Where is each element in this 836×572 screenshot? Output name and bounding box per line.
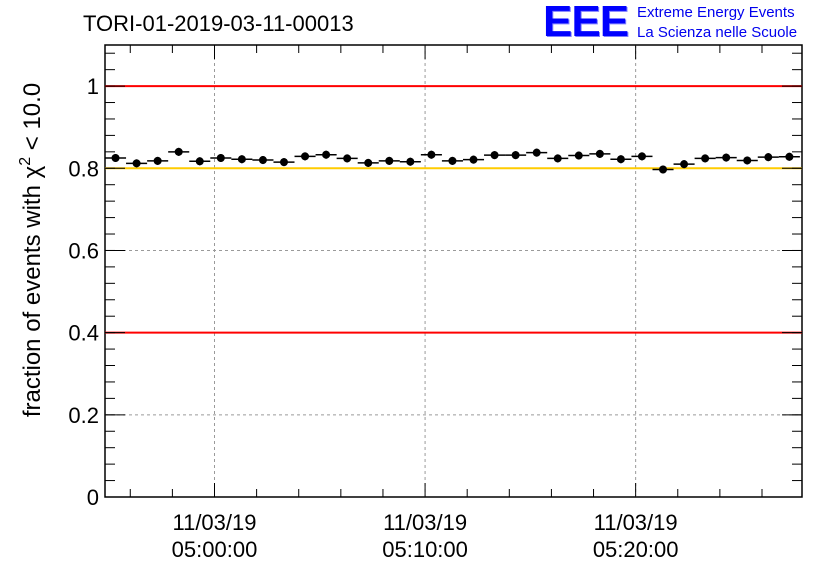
data-point	[511, 151, 520, 160]
eee-logo-mark: EEE	[543, 0, 629, 46]
y-axis-label-suffix: < 10.0	[19, 83, 46, 157]
data-point	[490, 151, 499, 160]
data-point	[764, 153, 773, 162]
grid	[105, 45, 802, 497]
data-point	[701, 154, 710, 163]
data-point	[174, 147, 183, 156]
x-tick-date: 11/03/19	[172, 510, 256, 535]
logo-line-1: Extreme Energy Events	[637, 4, 795, 21]
data-point	[153, 156, 162, 165]
data-point	[132, 159, 141, 168]
logo-line-2: La Scienza nelle Scuole	[637, 24, 798, 41]
chart-title: TORI-01-2019-03-11-00013	[83, 11, 354, 36]
y-tick-label: 0.8	[68, 156, 99, 181]
plot-frame	[104, 44, 803, 498]
data-point	[385, 156, 394, 165]
axis-ticks: 00.20.40.60.8111/03/1905:00:0011/03/1905…	[68, 45, 802, 562]
x-tick-date: 11/03/19	[383, 510, 467, 535]
data-point	[574, 151, 583, 160]
y-axis-label-symbol: χ	[19, 165, 46, 178]
data-point	[279, 158, 288, 167]
data-point	[322, 150, 331, 159]
x-tick-date: 11/03/19	[594, 510, 678, 535]
reference-lines	[105, 85, 802, 334]
data-point	[743, 156, 752, 165]
x-tick-time: 05:00:00	[172, 537, 258, 562]
data-point	[659, 165, 668, 174]
data-point	[637, 152, 646, 161]
y-tick-label: 0.4	[68, 321, 99, 346]
data-point	[469, 155, 478, 164]
data-point	[343, 154, 352, 163]
data-point	[427, 150, 436, 159]
y-axis-label: fraction of events with χ2 < 10.0	[17, 83, 46, 417]
data-point	[406, 157, 415, 166]
y-tick-label: 1	[87, 74, 99, 99]
data-point	[301, 152, 310, 161]
data-point	[532, 148, 541, 157]
data-point	[216, 154, 225, 162]
data-point	[680, 160, 689, 169]
y-axis-label-prefix: fraction of events with	[19, 178, 46, 417]
data-point	[237, 155, 246, 164]
x-tick-time: 05:10:00	[382, 537, 468, 562]
y-tick-label: 0	[87, 485, 99, 510]
y-axis-label-sup: 2	[17, 157, 34, 166]
data-point	[258, 156, 267, 165]
data-points	[105, 147, 800, 174]
y-tick-label: 0.2	[68, 403, 99, 428]
data-point	[364, 158, 373, 167]
data-point	[195, 157, 204, 166]
data-point	[448, 156, 457, 165]
data-point	[553, 154, 562, 163]
data-point	[722, 153, 731, 162]
data-point	[111, 154, 120, 162]
data-point	[595, 149, 604, 158]
y-tick-label: 0.6	[68, 238, 99, 263]
data-point	[785, 152, 794, 161]
data-point	[616, 155, 625, 164]
x-tick-time: 05:20:00	[593, 537, 679, 562]
